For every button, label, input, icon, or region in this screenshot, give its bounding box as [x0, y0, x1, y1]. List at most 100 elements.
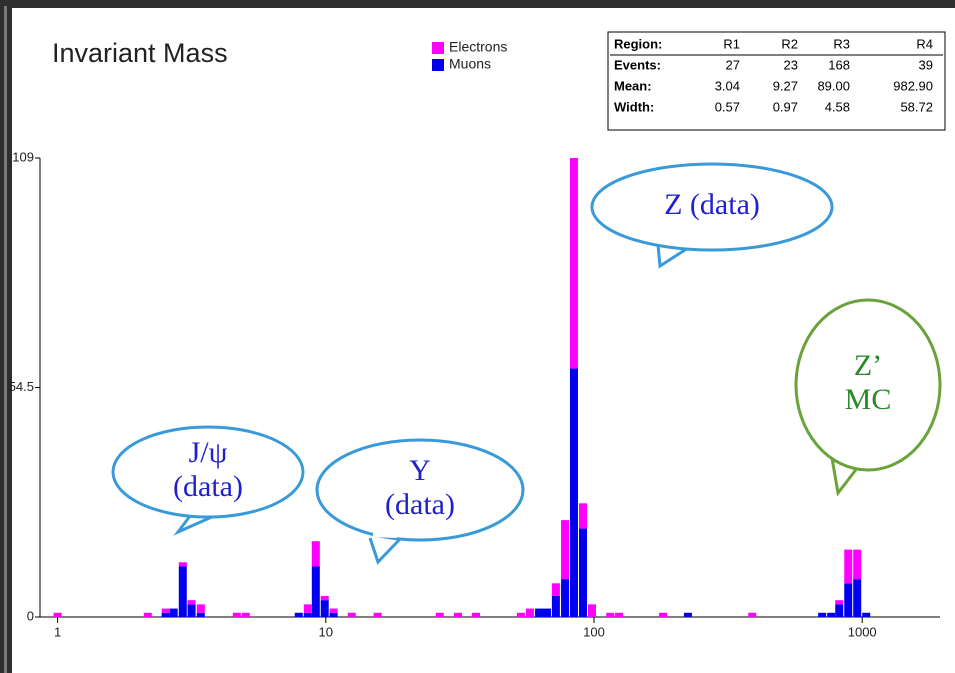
bar: [551, 595, 560, 617]
stat-cell: Width:: [614, 99, 654, 114]
callout-text: Y: [409, 454, 431, 487]
y-tick-label: 54.5: [9, 379, 34, 394]
stat-cell: 0.57: [715, 99, 740, 114]
callout-tail: [368, 537, 402, 565]
bar: [835, 604, 844, 617]
callout: [111, 425, 305, 519]
stat-cell: 23: [784, 57, 798, 72]
callout-text: (data): [173, 470, 243, 503]
stat-cell: 982.90: [893, 78, 933, 93]
bar: [827, 612, 836, 617]
bar: [187, 604, 196, 617]
callout-text: Z’: [854, 349, 882, 382]
bar: [294, 612, 303, 617]
bar: [161, 612, 170, 617]
bar: [535, 608, 544, 617]
legend-label: Electrons: [449, 39, 507, 55]
bar: [303, 612, 312, 617]
bar: [453, 612, 462, 617]
bar: [143, 612, 152, 617]
x-tick-label: 1: [54, 624, 61, 639]
bar: [683, 612, 692, 617]
bar: [561, 520, 570, 580]
bar: [329, 608, 338, 613]
bar: [587, 604, 596, 617]
callout: [590, 162, 834, 252]
bar: [844, 549, 853, 584]
bar: [579, 528, 588, 617]
bar: [748, 612, 757, 617]
stat-cell: Mean:: [614, 78, 652, 93]
stat-cell: Region:: [614, 36, 662, 51]
bar: [853, 579, 862, 617]
callout-tail: [173, 514, 215, 536]
bar: [311, 566, 320, 617]
bar: [187, 600, 196, 605]
stat-cell: R2: [781, 36, 798, 51]
bar: [853, 549, 862, 580]
bar: [471, 612, 480, 617]
stat-cell: 168: [828, 57, 850, 72]
bar: [347, 612, 356, 617]
bar: [551, 583, 560, 596]
bar: [569, 368, 578, 617]
stat-cell: R3: [833, 36, 850, 51]
callout-text: J/ψ: [189, 436, 228, 469]
bar: [835, 600, 844, 605]
bar: [615, 612, 624, 617]
callout-text: MC: [845, 383, 892, 416]
y-tick-label: 109: [12, 149, 34, 164]
bar: [178, 566, 187, 617]
callout: [315, 438, 525, 542]
bar: [320, 595, 329, 601]
frame-edge: [4, 6, 7, 673]
callout-join: [660, 238, 686, 247]
legend-label: Muons: [449, 56, 491, 72]
bar: [161, 608, 170, 613]
stat-cell: 9.27: [773, 78, 798, 93]
bar: [569, 158, 578, 369]
bar: [542, 608, 551, 617]
callout-join: [372, 531, 398, 538]
bar: [311, 541, 320, 567]
bar: [53, 612, 62, 617]
stat-cell: 3.04: [715, 78, 740, 93]
bar: [606, 612, 615, 617]
x-tick-label: 10: [319, 624, 333, 639]
stat-cell: 27: [726, 57, 740, 72]
bar: [659, 612, 668, 617]
bar: [196, 612, 205, 617]
bar: [320, 600, 329, 617]
stat-cell: 0.97: [773, 99, 798, 114]
chart-title: Invariant Mass: [52, 38, 228, 68]
callout-text: Z (data): [664, 188, 760, 221]
callout-text: (data): [385, 488, 455, 521]
callout-join: [833, 451, 857, 466]
stat-cell: Events:: [614, 57, 661, 72]
stat-cell: 39: [919, 57, 933, 72]
bar: [178, 562, 187, 567]
bar: [303, 604, 312, 613]
legend-swatch: [432, 59, 444, 71]
stat-cell: 89.00: [817, 78, 850, 93]
x-tick-label: 100: [583, 624, 605, 639]
bar: [329, 612, 338, 617]
stat-cell: 58.72: [900, 99, 933, 114]
bar: [862, 612, 871, 617]
stats-box: [607, 31, 946, 131]
y-tick-label: 0: [27, 608, 34, 623]
callout-tail: [656, 244, 689, 269]
bar: [373, 612, 382, 617]
bar: [561, 579, 570, 617]
bar: [818, 612, 827, 617]
bar: [169, 608, 178, 617]
bar: [241, 612, 250, 617]
stat-cell: R4: [916, 36, 933, 51]
bar: [196, 604, 205, 613]
legend-swatch: [432, 42, 444, 54]
callout: [794, 298, 942, 472]
x-tick-label: 1000: [848, 624, 877, 639]
bar: [516, 612, 525, 617]
